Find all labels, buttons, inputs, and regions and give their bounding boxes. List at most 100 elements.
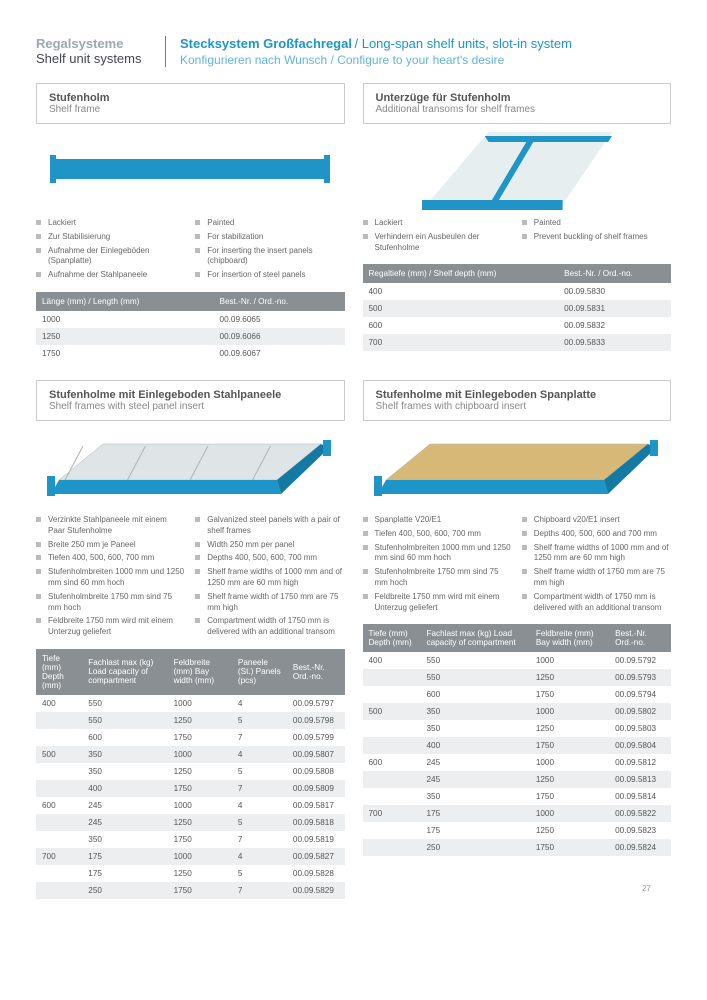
table-cell: 00.09.5797 xyxy=(287,695,345,712)
product-stahlpaneele: Stufenholme mit Einlegeboden Stahlpaneel… xyxy=(36,380,345,899)
table-cell: 600 xyxy=(36,797,82,814)
table-cell: 00.09.5794 xyxy=(609,686,671,703)
table-header-cell: Tiefe (mm) Depth (mm) xyxy=(363,624,421,652)
table-cell: 1750 xyxy=(530,686,609,703)
table-cell: 4 xyxy=(232,695,287,712)
table-row: 175000.09.6067 xyxy=(36,345,345,362)
table-cell: 245 xyxy=(420,754,529,771)
table-header-cell: Regaltiefe (mm) / Shelf depth (mm) xyxy=(363,264,559,283)
bullets-row: Verzinkte Stahlpaneele mit einem Paar St… xyxy=(36,515,345,641)
table-cell: 7 xyxy=(232,831,287,848)
bullet-item: Stufenholmbreite 1750 mm sind 75 mm hoch xyxy=(36,592,185,614)
table-cell: 700 xyxy=(363,805,421,822)
table-cell: 1750 xyxy=(36,345,214,362)
table-cell: 1250 xyxy=(168,763,232,780)
table-cell: 175 xyxy=(82,865,167,882)
bullet-item: Width 250 mm per panel xyxy=(195,540,344,551)
table-cell: 700 xyxy=(36,848,82,865)
table-cell: 00.09.5799 xyxy=(287,729,345,746)
table-cell: 00.09.5828 xyxy=(287,865,345,882)
header-left-de: Regalsysteme xyxy=(36,36,155,51)
table-row: 245125000.09.5813 xyxy=(363,771,672,788)
table-cell: 7 xyxy=(232,729,287,746)
table-header-cell: Fachlast max (kg) Load capacity of compa… xyxy=(82,649,167,695)
table-cell: 00.09.5827 xyxy=(287,848,345,865)
table-cell: 00.09.6065 xyxy=(214,311,345,328)
table-cell: 600 xyxy=(363,754,421,771)
header-right: Stecksystem Großfachregal / Long-span sh… xyxy=(166,36,572,67)
table-cell: 600 xyxy=(420,686,529,703)
bullet-item: Depths 400, 500, 600, 700 mm xyxy=(195,553,344,564)
table-cell xyxy=(363,839,421,856)
table-cell: 1000 xyxy=(530,703,609,720)
table-cell: 1000 xyxy=(530,805,609,822)
table-row: 400550100000.09.5792 xyxy=(363,652,672,669)
table-row: 600175000.09.5794 xyxy=(363,686,672,703)
bullet-item: Depths 400, 500, 600 and 700 mm xyxy=(522,529,671,540)
table-row: 2501750700.09.5829 xyxy=(36,882,345,899)
product-image-transom xyxy=(422,132,612,210)
product-title: Unterzüge für Stufenholm Additional tran… xyxy=(363,83,672,124)
table-cell: 00.09.5803 xyxy=(609,720,671,737)
table-cell: 7 xyxy=(232,780,287,797)
product-image-shelf xyxy=(372,438,662,498)
bullet-item: Breite 250 mm je Paneel xyxy=(36,540,185,551)
table-cell: 400 xyxy=(82,780,167,797)
table-cell: 550 xyxy=(82,695,167,712)
table-cell xyxy=(363,720,421,737)
table-cell: 245 xyxy=(82,797,167,814)
table-cell: 1000 xyxy=(530,754,609,771)
table-cell xyxy=(36,831,82,848)
table-row: 2451250500.09.5818 xyxy=(36,814,345,831)
table-row: 400175000.09.5804 xyxy=(363,737,672,754)
table-cell: 350 xyxy=(82,831,167,848)
table-cell xyxy=(36,814,82,831)
bullets-row: LackiertVerhindern ein Ausbeulen der Stu… xyxy=(363,218,672,256)
table-row: 700175100000.09.5822 xyxy=(363,805,672,822)
table-cell: 1250 xyxy=(530,822,609,839)
table-cell: 350 xyxy=(420,703,529,720)
table-cell: 1250 xyxy=(168,712,232,729)
table-row: 350175000.09.5814 xyxy=(363,788,672,805)
bullet-item: Verhindern ein Ausbeulen der Stufenholme xyxy=(363,232,512,254)
table-row: 4001750700.09.5809 xyxy=(36,780,345,797)
table-cell: 5 xyxy=(232,865,287,882)
bullet-item: Stufenholmbreite 1750 mm sind 75 mm hoch xyxy=(363,567,512,589)
table-header-cell: Länge (mm) / Length (mm) xyxy=(36,292,214,311)
table-row: 550125000.09.5793 xyxy=(363,669,672,686)
table-row: 3501250500.09.5808 xyxy=(36,763,345,780)
bullet-item: Shelf frame width of 1750 mm are 75 mm h… xyxy=(195,592,344,614)
table-row: 175125000.09.5823 xyxy=(363,822,672,839)
table-cell: 7 xyxy=(232,882,287,899)
table-row: 350125000.09.5803 xyxy=(363,720,672,737)
bullet-item: Tiefen 400, 500, 600, 700 mm xyxy=(36,553,185,564)
table-header-cell: Best.-Nr. / Ord.-no. xyxy=(558,264,671,283)
table-row: 7001751000400.09.5827 xyxy=(36,848,345,865)
table-cell: 1750 xyxy=(168,729,232,746)
table-cell: 550 xyxy=(420,669,529,686)
table-cell: 00.09.6067 xyxy=(214,345,345,362)
header-right-line1: Stecksystem Großfachregal / Long-span sh… xyxy=(180,36,572,51)
table-cell: 500 xyxy=(36,746,82,763)
table-cell: 4 xyxy=(232,848,287,865)
bullet-item: Tiefen 400, 500, 600, 700 mm xyxy=(363,529,512,540)
table-row: 1751250500.09.5828 xyxy=(36,865,345,882)
product-row-1: Stufenholm Shelf frame LackiertZur Stabi… xyxy=(36,83,671,362)
table-cell: 00.09.5830 xyxy=(558,283,671,300)
bullet-item: Painted xyxy=(522,218,671,229)
table-row: 50000.09.5831 xyxy=(363,300,672,317)
bullet-item: Compartment width of 1750 mm is delivere… xyxy=(522,592,671,614)
table-cell: 700 xyxy=(363,334,559,351)
table-cell: 400 xyxy=(36,695,82,712)
table-header-cell: Best.-Nr. Ord.-no. xyxy=(287,649,345,695)
product-stufenholm: Stufenholm Shelf frame LackiertZur Stabi… xyxy=(36,83,345,362)
product-table: Tiefe (mm) Depth (mm)Fachlast max (kg) L… xyxy=(363,624,672,856)
bullet-item: Shelf frame width of 1750 mm are 75 mm h… xyxy=(522,567,671,589)
table-cell: 1750 xyxy=(530,788,609,805)
product-title-en: Shelf frames with chipboard insert xyxy=(376,401,659,412)
page-header: Regalsysteme Shelf unit systems Stecksys… xyxy=(36,36,671,67)
product-title: Stufenholme mit Einlegeboden Stahlpaneel… xyxy=(36,380,345,421)
product-table: Tiefe (mm) Depth (mm)Fachlast max (kg) L… xyxy=(36,649,345,899)
bullets-de: LackiertZur StabilisierungAufnahme der E… xyxy=(36,218,185,284)
table-cell: 1000 xyxy=(168,695,232,712)
